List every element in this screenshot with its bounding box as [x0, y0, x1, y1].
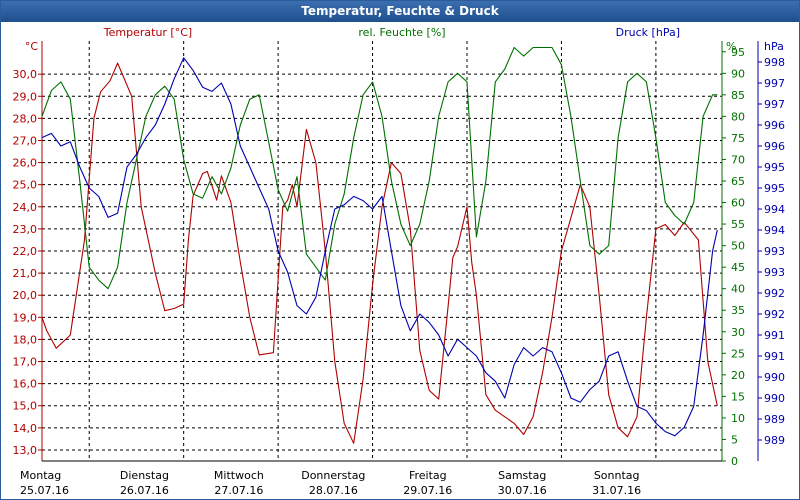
- window-title: Temperatur, Feuchte & Druck: [1, 1, 799, 22]
- humidity-tick-label: 60: [731, 197, 745, 210]
- pressure-tick-label: 991: [764, 350, 785, 363]
- pressure-tick-label: 994: [764, 203, 785, 216]
- pressure-tick-label: 991: [764, 329, 785, 342]
- x-day-label: Sonntag: [594, 469, 640, 482]
- x-date-label: 31.07.16: [592, 484, 641, 497]
- humidity-tick-label: 25: [731, 347, 745, 360]
- temperature-unit-label: °C: [25, 40, 39, 53]
- x-date-label: 29.07.16: [403, 484, 452, 497]
- x-day-label: Dienstag: [120, 469, 169, 482]
- left-tick-label: 27,0: [13, 134, 38, 147]
- left-tick-label: 17,0: [13, 356, 38, 369]
- pressure-axis-title: Druck [hPa]: [616, 26, 680, 39]
- x-day-label: Montag: [20, 469, 61, 482]
- left-tick-label: 21,0: [13, 267, 38, 280]
- x-date-label: 30.07.16: [498, 484, 547, 497]
- humidity-tick-label: 95: [731, 46, 745, 59]
- pressure-tick-label: 992: [764, 308, 785, 321]
- x-day-label: Freitag: [409, 469, 447, 482]
- humidity-tick-label: 55: [731, 218, 745, 231]
- humidity-tick-label: 65: [731, 175, 745, 188]
- pressure-tick-label: 992: [764, 287, 785, 300]
- humidity-unit-label: %: [726, 40, 736, 53]
- pressure-tick-label: 995: [764, 182, 785, 195]
- pressure-unit-label: hPa: [764, 40, 784, 53]
- pressure-tick-label: 996: [764, 140, 785, 153]
- left-tick-label: 19,0: [13, 311, 38, 324]
- pressure-tick-label: 989: [764, 434, 785, 447]
- humidity-tick-label: 35: [731, 304, 745, 317]
- humidity-tick-label: 30: [731, 326, 745, 339]
- left-tick-label: 15,0: [13, 400, 38, 413]
- humidity-tick-label: 80: [731, 110, 745, 123]
- humidity-tick-label: 20: [731, 369, 745, 382]
- humidity-tick-label: 85: [731, 89, 745, 102]
- axes: [38, 41, 762, 462]
- x-day-label: Mittwoch: [214, 469, 264, 482]
- left-tick-label: 22,0: [13, 245, 38, 258]
- humidity-series-line: [41, 46, 718, 290]
- pressure-tick-label: 993: [764, 266, 785, 279]
- pressure-tick-label: 995: [764, 161, 785, 174]
- pressure-tick-label: 996: [764, 119, 785, 132]
- humidity-tick-label: 75: [731, 132, 745, 145]
- grid: [42, 41, 722, 461]
- pressure-series-line: [41, 57, 718, 437]
- humidity-tick-label: 50: [731, 240, 745, 253]
- pressure-tick-label: 990: [764, 371, 785, 384]
- left-tick-label: 16,0: [13, 378, 38, 391]
- left-tick-label: 25,0: [13, 179, 38, 192]
- humidity-axis-title: rel. Feuchte [%]: [358, 26, 445, 39]
- pressure-tick-label: 994: [764, 224, 785, 237]
- humidity-tick-label: 10: [731, 412, 745, 425]
- pressure-tick-label: 993: [764, 245, 785, 258]
- humidity-tick-label: 70: [731, 153, 745, 166]
- humidity-tick-label: 15: [731, 390, 745, 403]
- pressure-tick-label: 990: [764, 392, 785, 405]
- left-tick-label: 29,0: [13, 90, 38, 103]
- left-tick-label: 23,0: [13, 223, 38, 236]
- pressure-tick-label: 998: [764, 56, 785, 69]
- temperature-axis-title: Temperatur [°C]: [103, 26, 192, 39]
- temperature-series-line: [41, 62, 718, 444]
- left-tick-label: 24,0: [13, 201, 38, 214]
- humidity-tick-label: 5: [731, 433, 738, 446]
- left-tick-label: 18,0: [13, 333, 38, 346]
- humidity-tick-label: 40: [731, 283, 745, 296]
- left-tick-label: 26,0: [13, 157, 38, 170]
- pressure-tick-label: 997: [764, 77, 785, 90]
- x-date-label: 27.07.16: [214, 484, 263, 497]
- x-date-label: 28.07.16: [309, 484, 358, 497]
- x-day-label: Samstag: [498, 469, 546, 482]
- left-tick-label: 20,0: [13, 289, 38, 302]
- left-tick-label: 28,0: [13, 112, 38, 125]
- left-tick-label: 14,0: [13, 422, 38, 435]
- pressure-tick-label: 997: [764, 98, 785, 111]
- series-group: [41, 46, 718, 444]
- x-day-label: Donnerstag: [301, 469, 365, 482]
- left-tick-label: 30,0: [13, 68, 38, 81]
- humidity-tick-label: 0: [731, 455, 738, 468]
- humidity-tick-label: 45: [731, 261, 745, 274]
- pressure-tick-label: 989: [764, 413, 785, 426]
- left-tick-label: 13,0: [13, 444, 38, 457]
- humidity-tick-label: 90: [731, 67, 745, 80]
- axis-labels: 30,0 29,0 28,0 27,0 26,0 25,0 24,0 23,0 22,0 21,0…: [13, 26, 786, 497]
- x-date-label: 25.07.16: [20, 484, 69, 497]
- x-date-label: 26.07.16: [120, 484, 169, 497]
